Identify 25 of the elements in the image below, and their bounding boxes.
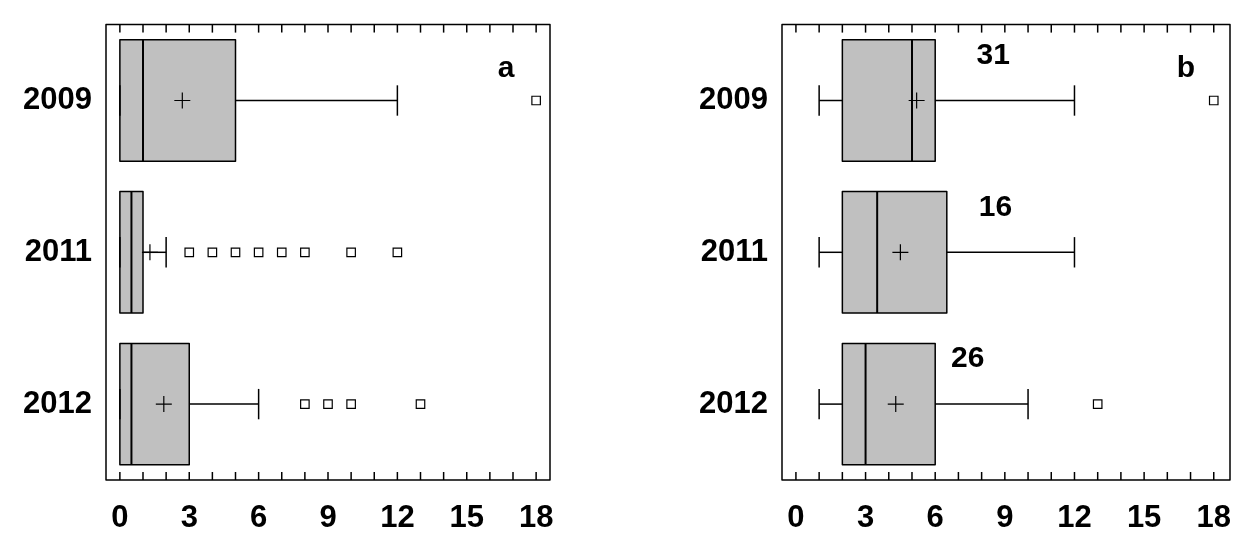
y-tick-label: 2009 xyxy=(699,81,768,117)
x-tick-label: 18 xyxy=(518,499,554,535)
x-tick-label: 3 xyxy=(180,499,198,535)
x-tick-label: 12 xyxy=(1057,499,1092,535)
x-tick-label: 12 xyxy=(380,499,415,535)
x-tick-label: 0 xyxy=(111,499,129,535)
x-tick-label: 18 xyxy=(1196,499,1231,535)
annotation: a xyxy=(497,49,515,83)
x-tick-label: 6 xyxy=(250,499,268,535)
annotation: 16 xyxy=(978,188,1013,222)
y-tick-label: 2011 xyxy=(24,232,92,268)
annotation: 26 xyxy=(951,340,985,374)
y-tick-label: 2009 xyxy=(23,81,92,117)
x-tick-label: 15 xyxy=(1126,499,1162,535)
y-tick-label: 2012 xyxy=(699,384,768,420)
annotation: b xyxy=(1176,49,1196,83)
x-tick-label: 9 xyxy=(996,499,1014,535)
x-tick-label: 0 xyxy=(787,499,805,535)
x-tick-label: 3 xyxy=(856,499,875,535)
x-tick-label: 9 xyxy=(319,499,337,535)
y-tick-label: 2011 xyxy=(700,232,768,268)
y-tick-label: 2012 xyxy=(23,384,92,420)
annotation: 31 xyxy=(976,36,1010,70)
x-tick-label: 15 xyxy=(449,499,484,535)
x-tick-label: 6 xyxy=(926,499,944,535)
